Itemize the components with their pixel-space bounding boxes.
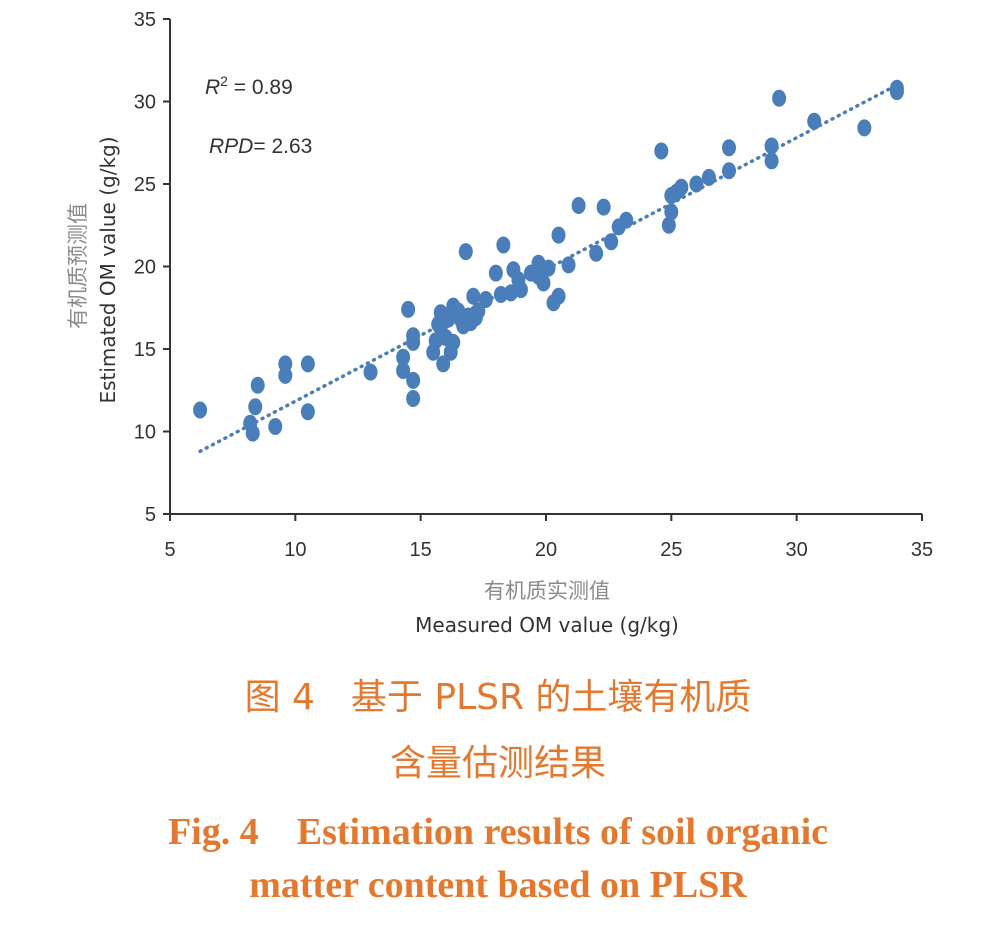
- data-point: [278, 366, 293, 384]
- data-point: [551, 226, 566, 244]
- data-point: [571, 196, 586, 214]
- caption-cn-line1: 图 4 基于 PLSR 的土壤有机质: [244, 677, 752, 718]
- data-point: [721, 162, 736, 180]
- data-point: [268, 418, 283, 436]
- data-point: [619, 211, 634, 229]
- axes: 5 10 15 20 25 30 35 5 10 15 20 25 30 35: [134, 9, 933, 561]
- data-point: [807, 112, 822, 130]
- y-tick-label: 10: [134, 422, 156, 444]
- y-tick-label: 15: [134, 339, 156, 361]
- data-point: [458, 243, 473, 261]
- data-point: [772, 89, 787, 107]
- x-tick-label: 5: [164, 539, 175, 561]
- x-tick-label: 25: [660, 539, 682, 561]
- y-tick-label: 5: [145, 504, 156, 526]
- x-tick-label: 35: [911, 539, 933, 561]
- data-point: [764, 152, 779, 170]
- data-point: [300, 403, 315, 421]
- data-point: [889, 83, 904, 101]
- data-point: [721, 139, 736, 157]
- data-point: [589, 244, 604, 262]
- data-point: [551, 287, 566, 305]
- data-point: [513, 281, 528, 299]
- data-point: [466, 287, 481, 305]
- data-point: [661, 216, 676, 234]
- data-point: [764, 137, 779, 155]
- data-point: [654, 142, 669, 160]
- data-point: [406, 390, 421, 407]
- x-tick-label: 20: [535, 539, 557, 561]
- data-point: [857, 119, 872, 137]
- x-axis-label-cn: 有机质实测值: [484, 579, 610, 603]
- data-point: [401, 300, 416, 318]
- rpd-annotation: RPD= 2.63: [209, 135, 312, 158]
- data-points: [193, 79, 904, 442]
- data-point: [446, 333, 461, 351]
- data-point: [396, 361, 411, 379]
- data-point: [488, 264, 503, 282]
- data-point: [561, 256, 576, 274]
- y-tick-label: 30: [134, 92, 156, 114]
- y-axis-label-cn: 有机质预测值: [66, 203, 90, 329]
- data-point: [604, 233, 619, 251]
- data-point: [664, 203, 679, 221]
- data-point: [193, 401, 208, 419]
- data-point: [396, 348, 411, 366]
- x-axis-label-en: Measured OM value (g/kg): [415, 613, 679, 637]
- data-point: [471, 302, 486, 320]
- y-tick-label: 25: [134, 174, 156, 196]
- y-tick-label: 20: [134, 257, 156, 279]
- r2-annotation: R2 = 0.89: [205, 73, 293, 99]
- data-point: [406, 371, 421, 389]
- data-point: [478, 291, 493, 308]
- data-point: [245, 424, 260, 442]
- caption-cn-line2: 含量估测结果: [389, 743, 606, 784]
- data-point: [250, 376, 265, 394]
- data-point: [248, 398, 263, 416]
- data-point: [363, 363, 378, 381]
- data-point: [541, 259, 556, 277]
- data-point: [436, 355, 451, 373]
- data-point: [406, 333, 421, 351]
- data-point: [536, 274, 551, 292]
- x-tick-label: 30: [786, 539, 808, 561]
- x-tick-label: 15: [410, 539, 432, 561]
- caption-en-line1: Fig. 4 Estimation results of soil organi…: [167, 811, 829, 853]
- x-tick-label: 10: [284, 539, 306, 561]
- data-point: [701, 168, 716, 186]
- data-point: [689, 175, 704, 193]
- y-tick-label: 35: [134, 9, 156, 31]
- y-axis-label-en: Estimated OM value (g/kg): [96, 136, 120, 403]
- data-point: [300, 355, 315, 373]
- caption-en-line2: matter content based on PLSR: [249, 864, 747, 906]
- data-point: [596, 198, 611, 216]
- data-point: [496, 236, 511, 254]
- scatter-chart: 5 10 15 20 25 30 35 5 10 15 20 25 30 35 R2 = 0.89 RPD…: [66, 9, 933, 637]
- data-point: [674, 178, 689, 196]
